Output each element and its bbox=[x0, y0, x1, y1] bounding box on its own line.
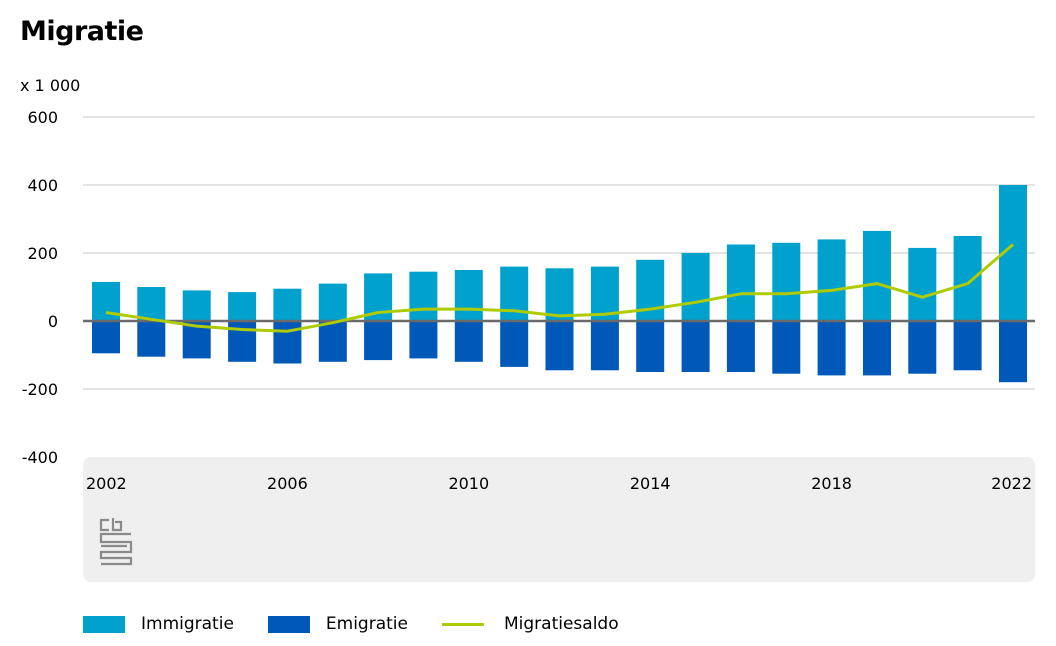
immigratie-bar bbox=[228, 292, 257, 321]
immigratie-bar bbox=[908, 247, 937, 321]
x-tick-label: 2006 bbox=[267, 474, 308, 493]
y-tick-label: 200 bbox=[27, 244, 58, 263]
emigratie-bar bbox=[545, 321, 574, 371]
emigratie-bar bbox=[726, 321, 755, 372]
immigratie-bar bbox=[953, 236, 982, 321]
immigratie-bar bbox=[681, 253, 710, 321]
chart-title: Migratie bbox=[20, 16, 144, 47]
immigratie-bar bbox=[182, 290, 211, 321]
emigratie-bar bbox=[273, 321, 302, 364]
emigratie-bar bbox=[863, 321, 891, 376]
emigratie-bar bbox=[318, 321, 347, 362]
legend: Immigratie Emigratie Migratiesaldo bbox=[83, 614, 653, 634]
immigratie-bar bbox=[726, 244, 755, 321]
emigratie-bar bbox=[500, 321, 529, 367]
y-tick-label: 400 bbox=[27, 176, 58, 195]
legend-label-emigratie: Emigratie bbox=[325, 614, 408, 634]
migratiesaldo-line bbox=[105, 243, 1014, 333]
bars bbox=[92, 185, 1027, 383]
x-tick-label: 2010 bbox=[448, 474, 489, 493]
y-tick-label: 0 bbox=[48, 312, 58, 331]
emigratie-bar bbox=[908, 321, 937, 374]
immigratie-bar bbox=[863, 230, 891, 321]
x-axis-labels: 2002 2006 2010 2014 2018 2022 bbox=[86, 474, 1032, 493]
y-tick-label: 600 bbox=[27, 108, 58, 127]
immigratie-bar bbox=[454, 270, 483, 321]
x-tick-label: 2022 bbox=[991, 474, 1032, 493]
legend-swatch-migratiesaldo bbox=[441, 622, 484, 626]
immigratie-bar bbox=[545, 268, 574, 321]
legend-item-emigratie: Emigratie bbox=[267, 614, 408, 634]
emigratie-bar bbox=[772, 321, 801, 374]
immigratie-bar bbox=[318, 283, 347, 321]
immigratie-bar bbox=[636, 259, 665, 321]
emigratie-bar bbox=[92, 321, 120, 354]
emigratie-bar bbox=[636, 321, 665, 372]
immigratie-bar bbox=[273, 288, 302, 321]
legend-swatch-emigratie bbox=[267, 615, 310, 633]
emigratie-bar bbox=[228, 321, 257, 362]
emigratie-bar bbox=[590, 321, 619, 371]
y-axis-labels: 600 400 200 0 -200 -400 bbox=[22, 108, 58, 467]
legend-label-migratiesaldo: Migratiesaldo bbox=[503, 614, 619, 634]
emigratie-bar bbox=[409, 321, 438, 359]
x-tick-label: 2002 bbox=[86, 474, 127, 493]
y-tick-label: -400 bbox=[22, 448, 58, 467]
chart-footer-panel bbox=[83, 457, 1035, 582]
emigratie-bar bbox=[681, 321, 710, 372]
legend-label-immigratie: Immigratie bbox=[141, 614, 234, 634]
unit-label: x 1 000 bbox=[20, 76, 80, 95]
immigratie-bar bbox=[772, 242, 801, 321]
emigratie-bar bbox=[454, 321, 483, 362]
immigratie-bar bbox=[817, 239, 846, 321]
saldo-line bbox=[105, 243, 1014, 333]
emigratie-bar bbox=[817, 321, 846, 376]
x-tick-label: 2018 bbox=[811, 474, 852, 493]
x-tick-label: 2014 bbox=[630, 474, 671, 493]
legend-item-immigratie: Immigratie bbox=[83, 614, 234, 634]
legend-swatch-immigratie bbox=[83, 615, 125, 633]
emigratie-bar bbox=[137, 321, 166, 357]
emigratie-bar bbox=[953, 321, 982, 371]
emigratie-bar bbox=[364, 321, 393, 361]
legend-item-migratiesaldo: Migratiesaldo bbox=[441, 614, 619, 634]
y-tick-label: -200 bbox=[22, 380, 58, 399]
emigratie-bar bbox=[999, 321, 1027, 383]
immigratie-bar bbox=[409, 271, 438, 321]
cbs-logo bbox=[99, 518, 133, 566]
immigratie-bar bbox=[137, 287, 166, 321]
